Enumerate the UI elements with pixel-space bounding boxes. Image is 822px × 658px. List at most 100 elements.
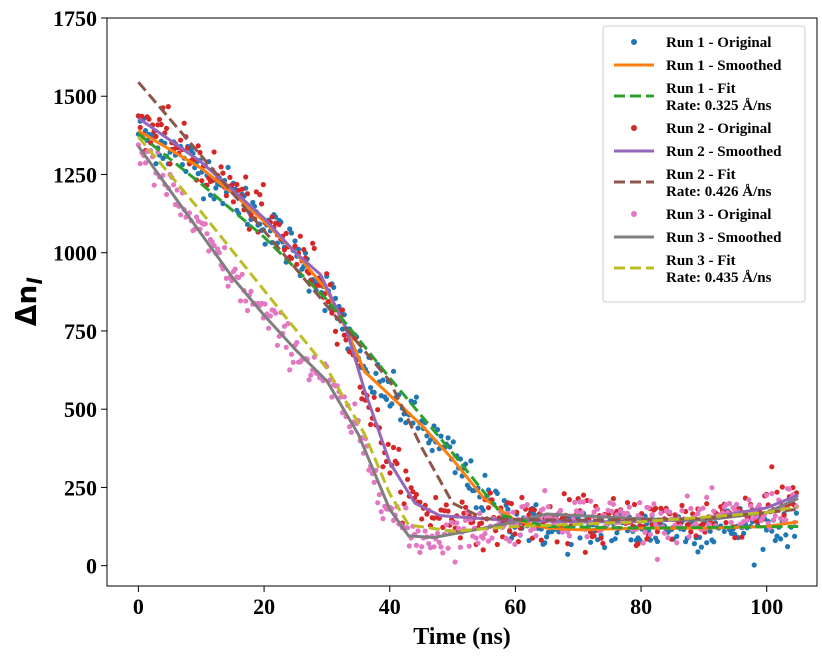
data-point bbox=[783, 517, 789, 523]
data-point bbox=[371, 479, 377, 485]
data-point bbox=[793, 510, 800, 516]
data-point bbox=[295, 246, 302, 252]
legend-item: Run 2 - Original bbox=[631, 121, 771, 137]
data-point bbox=[746, 497, 752, 503]
legend-label: Run 2 - Fit bbox=[666, 167, 736, 183]
data-point bbox=[781, 512, 787, 518]
data-point bbox=[624, 500, 631, 506]
data-point bbox=[507, 528, 513, 534]
data-point bbox=[580, 492, 587, 498]
data-point bbox=[220, 200, 226, 207]
data-point bbox=[751, 562, 757, 568]
data-point bbox=[232, 266, 238, 272]
data-point bbox=[693, 533, 699, 539]
data-point bbox=[554, 539, 560, 545]
data-point bbox=[688, 505, 694, 512]
data-point bbox=[533, 533, 539, 539]
x-tick-label: 80 bbox=[630, 594, 652, 619]
data-point bbox=[624, 510, 631, 516]
data-point bbox=[544, 534, 550, 540]
data-point bbox=[383, 396, 390, 402]
data-point bbox=[239, 186, 245, 192]
data-point bbox=[637, 500, 643, 506]
data-point bbox=[602, 544, 608, 551]
data-point bbox=[774, 533, 780, 539]
data-point bbox=[380, 464, 386, 470]
data-point bbox=[244, 221, 251, 227]
data-point bbox=[306, 377, 312, 383]
data-point bbox=[239, 271, 245, 277]
data-point bbox=[559, 529, 566, 535]
legend-item: Run 3 - Original bbox=[631, 207, 771, 223]
data-point bbox=[572, 499, 578, 505]
data-point bbox=[334, 341, 340, 347]
data-point bbox=[230, 199, 236, 205]
data-point bbox=[380, 516, 386, 522]
y-tick-label: 0 bbox=[86, 554, 97, 579]
data-point bbox=[565, 541, 571, 547]
data-point bbox=[700, 521, 706, 527]
data-point bbox=[218, 164, 224, 170]
data-point bbox=[227, 174, 233, 180]
plot-area bbox=[135, 81, 800, 568]
data-point bbox=[473, 505, 479, 511]
data-point bbox=[647, 531, 654, 538]
data-point bbox=[704, 540, 710, 546]
data-point bbox=[598, 535, 604, 541]
data-point bbox=[447, 444, 453, 450]
data-point bbox=[452, 470, 458, 476]
legend-sublabel: Rate: 0.435 Å/ns bbox=[666, 270, 772, 286]
series-3-fit-line bbox=[137, 135, 799, 533]
data-point bbox=[772, 513, 778, 519]
data-point bbox=[237, 298, 244, 304]
data-point bbox=[658, 510, 664, 516]
x-tick-label: 60 bbox=[504, 594, 526, 619]
data-point bbox=[285, 321, 291, 327]
data-point bbox=[165, 104, 171, 110]
data-point bbox=[739, 534, 745, 540]
data-point bbox=[269, 214, 275, 220]
data-point bbox=[412, 399, 418, 405]
data-point bbox=[273, 310, 279, 316]
data-point bbox=[225, 283, 231, 289]
data-point bbox=[445, 545, 451, 551]
data-point bbox=[151, 182, 157, 188]
data-point bbox=[588, 539, 594, 545]
data-point bbox=[403, 468, 409, 474]
data-point bbox=[614, 530, 620, 536]
data-point bbox=[385, 441, 391, 447]
data-point bbox=[445, 508, 451, 514]
legend-label: Run 3 - Smoothed bbox=[666, 230, 782, 246]
data-point bbox=[434, 427, 441, 433]
data-point bbox=[485, 505, 492, 511]
data-point bbox=[332, 295, 339, 301]
legend-label: Run 1 - Smoothed bbox=[666, 58, 782, 74]
data-point bbox=[704, 494, 710, 500]
legend-label: Run 1 - Original bbox=[666, 35, 771, 51]
data-point bbox=[301, 247, 307, 253]
x-tick-label: 100 bbox=[750, 594, 783, 619]
data-point bbox=[207, 192, 214, 198]
data-point bbox=[403, 505, 409, 511]
data-point bbox=[146, 116, 152, 122]
data-point bbox=[375, 407, 381, 413]
x-axis-title: Time (ns) bbox=[413, 624, 511, 650]
x-axis: 0 20 40 60 80 100 bbox=[133, 586, 783, 619]
data-point bbox=[262, 241, 268, 247]
data-point bbox=[371, 394, 377, 400]
data-point bbox=[457, 456, 463, 462]
legend: Run 1 - Original Run 1 - Smoothed Run 1 - … bbox=[602, 25, 806, 303]
data-point bbox=[244, 191, 251, 197]
data-point bbox=[396, 446, 402, 452]
y-tick-label: 1750 bbox=[53, 6, 97, 31]
data-point bbox=[406, 543, 412, 549]
data-point bbox=[494, 490, 500, 496]
data-point bbox=[558, 507, 564, 514]
data-point bbox=[390, 368, 397, 374]
data-point bbox=[679, 502, 685, 509]
data-point bbox=[259, 201, 265, 207]
data-point bbox=[290, 359, 296, 365]
data-point bbox=[753, 514, 759, 520]
data-point bbox=[137, 124, 143, 131]
data-point bbox=[642, 529, 648, 535]
